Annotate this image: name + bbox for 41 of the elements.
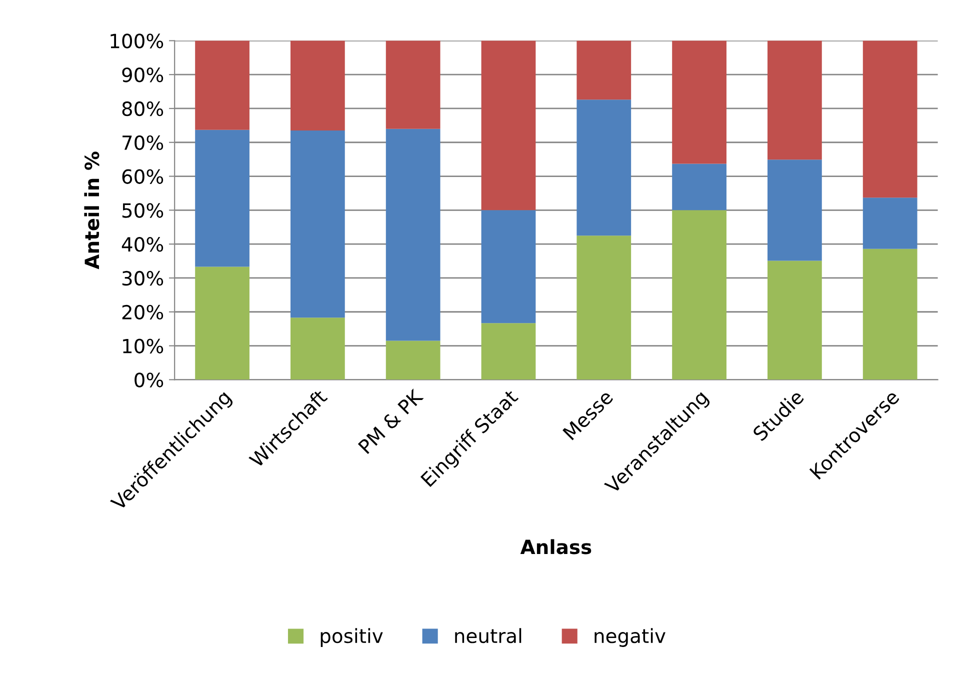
y-tick-label: 70% — [122, 135, 164, 150]
y-tick-label: 20% — [122, 304, 164, 320]
x-axis-title: Anlass — [520, 539, 592, 554]
legend-label: negativ — [594, 628, 666, 647]
bar — [481, 323, 536, 380]
y-tick-label: 50% — [122, 203, 164, 218]
bar — [481, 40, 536, 210]
bar — [290, 318, 345, 380]
legend-label: positiv — [320, 628, 383, 647]
bar — [862, 248, 918, 380]
y-tick-label: 90% — [122, 68, 164, 82]
bar — [290, 40, 345, 131]
y-axis-title: Anteil in % — [84, 152, 100, 270]
bar — [481, 210, 536, 324]
bar — [862, 40, 918, 198]
x-tick-label: PM & PK — [358, 388, 424, 454]
bar — [195, 40, 250, 130]
y-tick-label: 60% — [122, 169, 164, 184]
y-tick-label: 10% — [123, 338, 164, 354]
bar — [290, 130, 345, 318]
bar — [576, 40, 632, 100]
y-tick-label: 40% — [122, 237, 164, 252]
bar — [767, 260, 822, 380]
bar — [386, 340, 440, 380]
bar — [767, 40, 822, 160]
bar — [576, 100, 632, 236]
bar — [862, 198, 918, 249]
y-tick-label: 30% — [122, 270, 164, 286]
bar — [386, 40, 440, 129]
legend-label: neutral — [455, 628, 522, 644]
y-tick-label: 100% — [110, 34, 164, 48]
y-tick-label: 0% — [134, 372, 164, 388]
bar — [767, 160, 822, 261]
bar — [672, 40, 726, 164]
bar — [386, 128, 440, 341]
bar — [195, 130, 250, 267]
bar — [672, 164, 726, 210]
y-tick-label: 80% — [122, 101, 164, 116]
bar — [195, 266, 250, 380]
bar — [576, 236, 632, 380]
bar — [672, 210, 726, 380]
